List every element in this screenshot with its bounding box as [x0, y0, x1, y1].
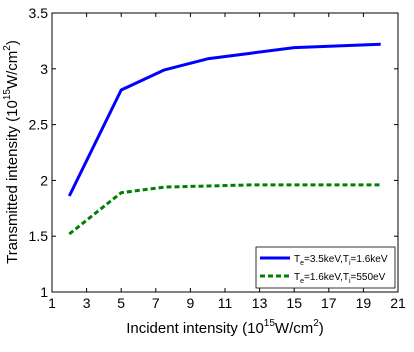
series-layer: [67, 42, 381, 236]
y-axis-label: Transmitted intensity (1015W/cm2): [2, 40, 21, 264]
x-tick-label: 21: [390, 295, 406, 311]
x-tick-label: 1: [48, 295, 56, 311]
legend-box: [255, 246, 396, 289]
x-axis-label: Incident intensity (1015W/cm2): [126, 318, 324, 337]
axis-ticks: [51, 12, 399, 293]
series-line-1: [67, 42, 381, 197]
plot-area: [51, 12, 399, 293]
x-tick-label: 9: [187, 295, 195, 311]
y-tick-label: 2: [40, 172, 48, 188]
y-tick-label: 3.5: [29, 5, 49, 21]
x-tick-label: 15: [286, 295, 302, 311]
y-tick-label: 1.5: [29, 228, 49, 244]
y-tick-label: 2.5: [29, 117, 49, 133]
x-tick-label: 7: [152, 295, 160, 311]
y-tick-label: 3: [40, 61, 48, 77]
x-tick-label: 5: [117, 295, 125, 311]
x-tick-labels: 1 3 5 7 9 11 13 15 17 19 21: [48, 295, 406, 311]
y-tick-labels: 1 1.5 2 2.5 3 3.5: [29, 5, 49, 300]
x-tick-label: 11: [218, 295, 233, 311]
x-tick-label: 13: [252, 295, 268, 311]
legend: Te=3.5keV,Ti=1.6keV Te=1.6keV,Ti=550eV: [255, 246, 396, 289]
legend-label-series-1: Te=3.5keV,Ti=1.6keV: [294, 254, 388, 267]
y-tick-label: 1: [40, 284, 48, 300]
x-tick-label: 3: [83, 295, 91, 311]
x-tick-label: 17: [321, 295, 337, 311]
series-line-2: [68, 183, 381, 236]
legend-label-series-2: Te=1.6keV,Ti=550eV: [294, 272, 386, 285]
x-tick-label: 19: [356, 295, 372, 311]
